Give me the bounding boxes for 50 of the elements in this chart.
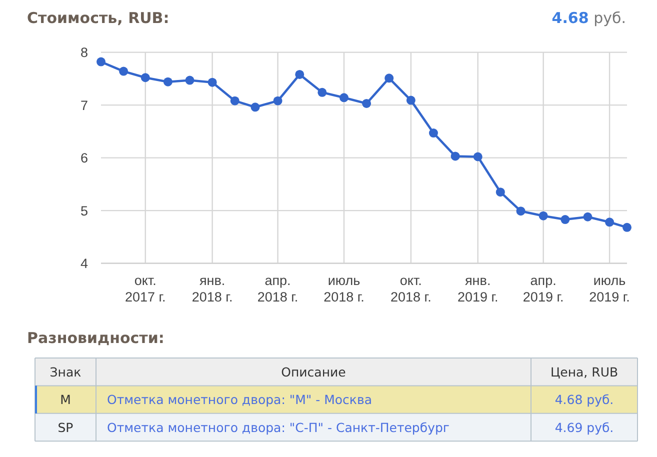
point: [163, 77, 172, 86]
point: [119, 66, 128, 76]
point: [496, 188, 505, 197]
x-tick-label: янв. 2019 г.: [457, 273, 498, 304]
text: 4.69 руб.: [554, 420, 614, 435]
category-label: Цена, RUB: [550, 364, 618, 380]
point: [185, 76, 194, 85]
x-tick-label: июль 2018 г.: [324, 273, 364, 304]
y-tick-label: 4: [80, 256, 88, 272]
y-tick-label: 6: [80, 150, 88, 166]
text: M: [60, 392, 71, 408]
point: [318, 88, 327, 97]
x-tick-label: янв. 2018 г.: [192, 273, 233, 304]
point: [208, 78, 217, 87]
x-tick-label: окт. 2018 г.: [390, 273, 432, 304]
text: Отметка монетного двора: "С-П" - Санкт-Петербург: [107, 420, 450, 435]
text: SP: [58, 420, 74, 435]
point: [96, 57, 106, 66]
x-tick-label: апр. 2019 г.: [522, 273, 564, 304]
point: [622, 222, 632, 232]
x-tick-label: апр. 2018 г.: [257, 273, 298, 304]
point: [295, 70, 304, 79]
point: [605, 218, 614, 227]
chart-title: Стоимость, RUB:: [27, 9, 170, 27]
text: Отметка монетного двора: "М" - Москва: [107, 392, 372, 408]
point: [406, 96, 416, 105]
category-label: Описание: [281, 364, 346, 380]
point: [339, 93, 348, 102]
category-label: Знак: [50, 364, 82, 380]
point: [473, 152, 482, 162]
point: [516, 206, 526, 216]
point: [230, 96, 240, 106]
x-tick-label: окт. 2017 г.: [124, 273, 166, 304]
point: [583, 212, 592, 222]
y-tick-label: 7: [80, 98, 88, 113]
point: [384, 74, 394, 83]
point: [538, 211, 548, 220]
text: 4.68 руб.: [554, 392, 614, 408]
point: [140, 73, 150, 82]
y-tick-label: 8: [80, 45, 88, 60]
point: [450, 152, 460, 161]
point: [362, 98, 372, 108]
point: [250, 102, 260, 112]
x-tick-label: июль 2019 г.: [589, 273, 630, 304]
y-tick-label: 5: [80, 203, 88, 218]
point: [428, 128, 438, 138]
text: Разновидности:: [27, 329, 164, 347]
point: [560, 215, 570, 224]
point: [273, 96, 282, 106]
chart-subtitle: 4.68 руб.: [552, 9, 626, 27]
